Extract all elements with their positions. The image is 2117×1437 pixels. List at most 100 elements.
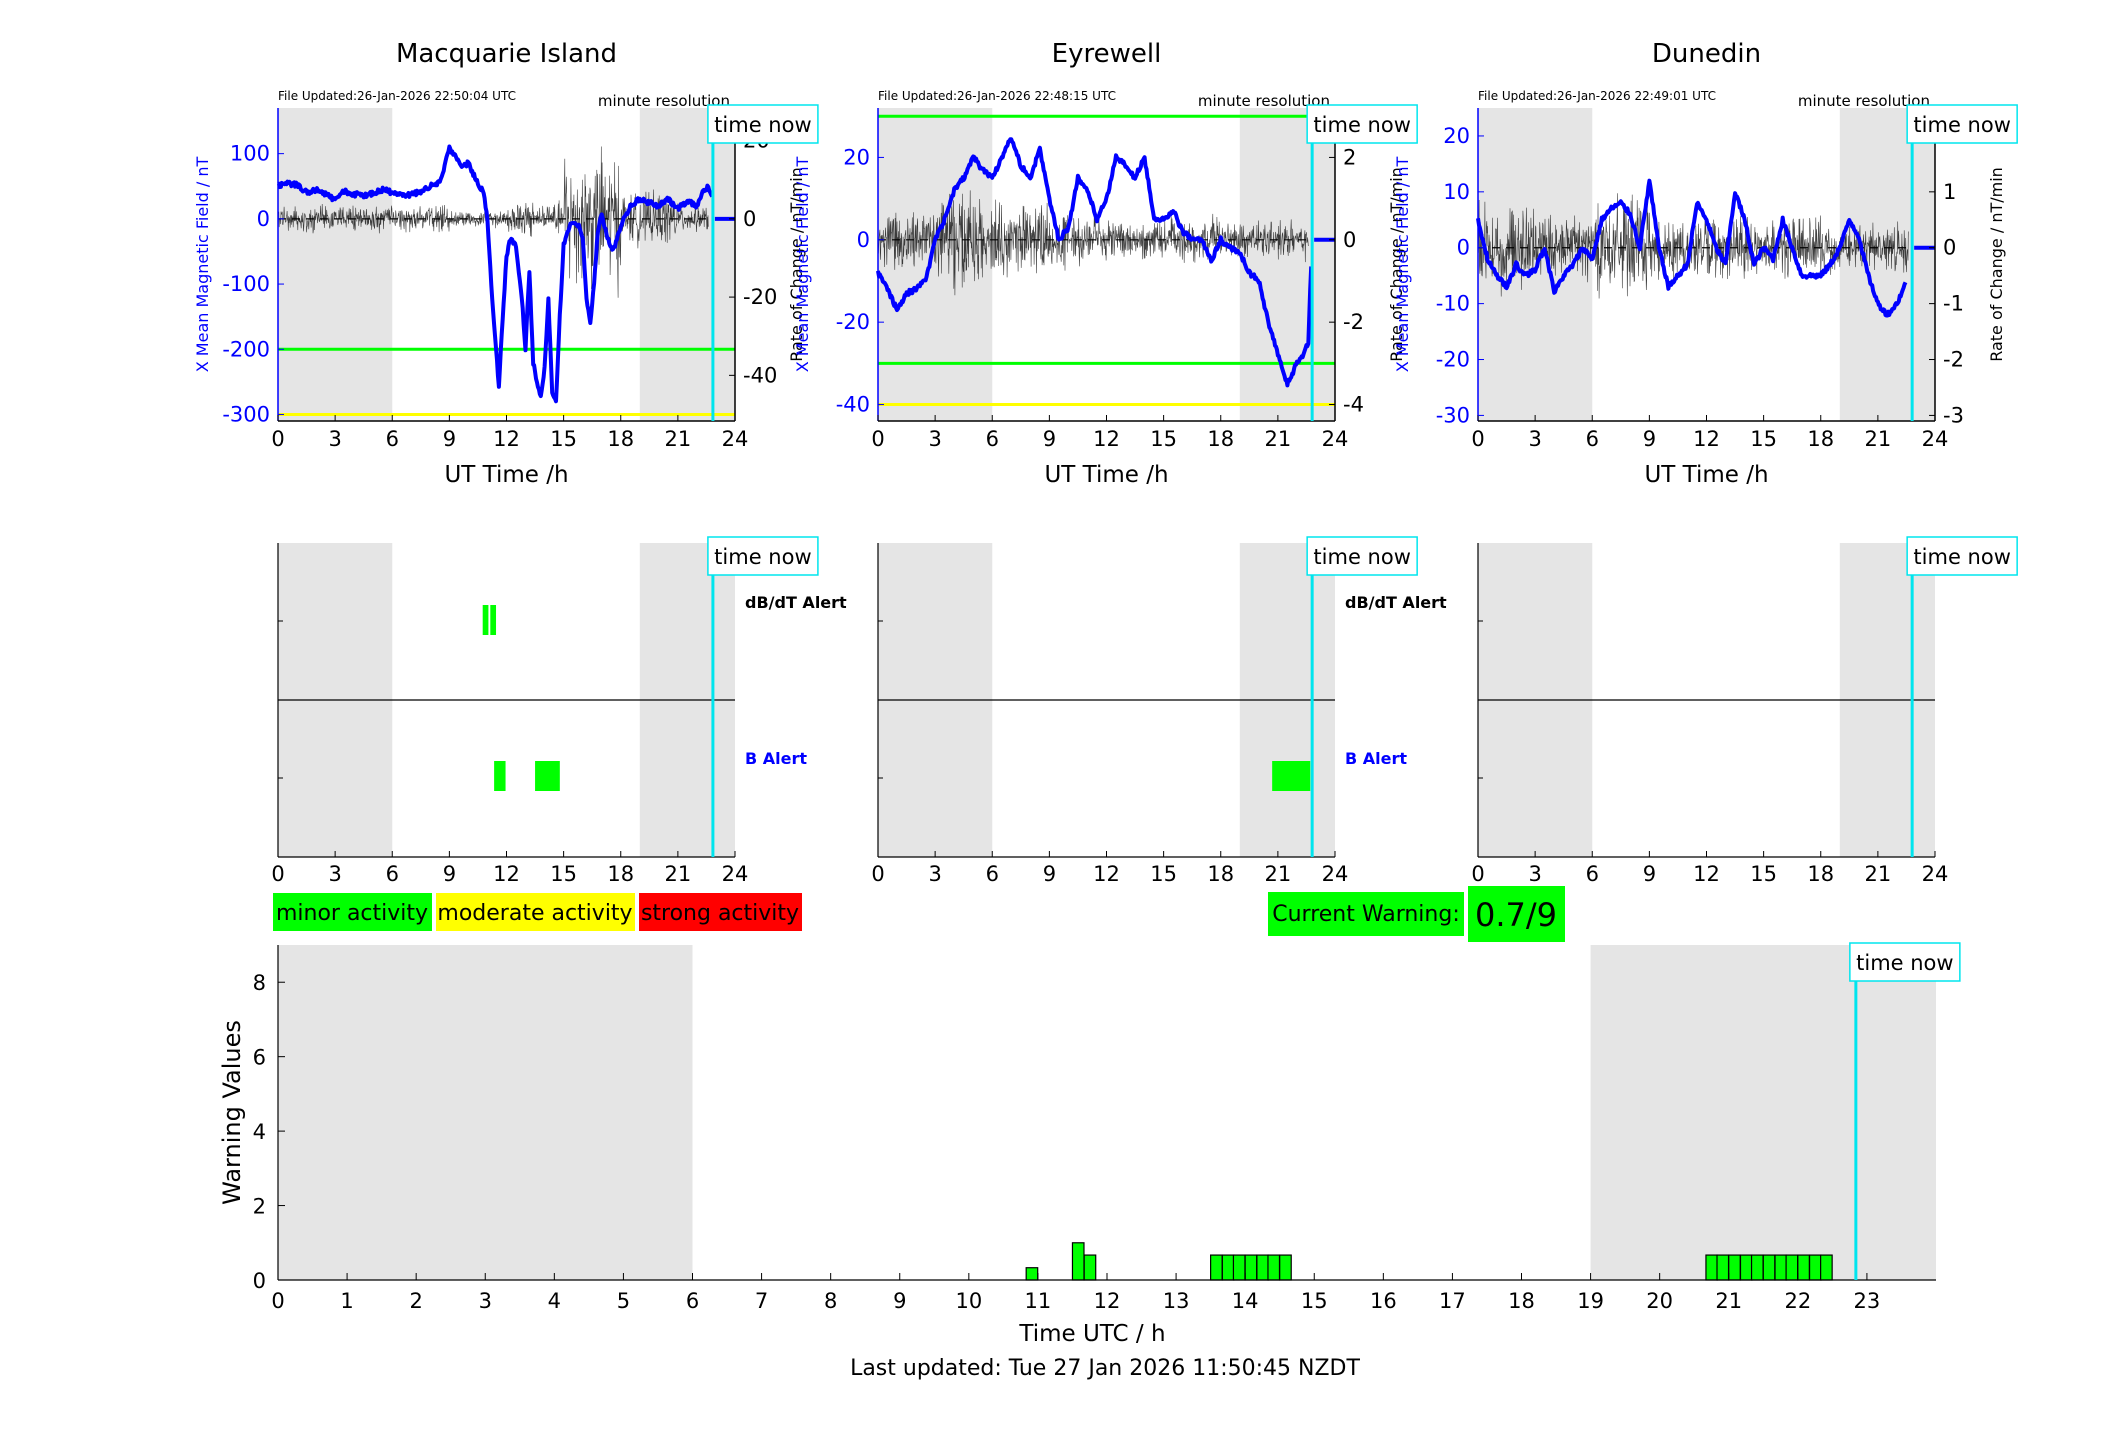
current-warning-value-box (1468, 886, 1565, 942)
x-tick-label: 15 (550, 862, 577, 886)
y-left-tick-label: -20 (836, 310, 870, 334)
y-left-tick-label: -10 (1436, 292, 1470, 316)
resolution-label: minute resolution (1798, 92, 1930, 110)
y-right-tick-label: -40 (743, 363, 777, 387)
x-axis-label: UT Time /h (444, 462, 568, 488)
y-tick-label: 4 (253, 1120, 266, 1144)
x-tick-label: 12 (1093, 427, 1120, 451)
warning-bar (1750, 1254, 1764, 1281)
y-right-tick-label: -2 (1943, 348, 1964, 372)
panel-title: Macquarie Island (396, 39, 617, 69)
x-tick-label: 21 (1265, 862, 1292, 886)
x-tick-label: 13 (1163, 1289, 1190, 1313)
x-tick-label: 3 (328, 427, 341, 451)
x-tick-label: 3 (328, 862, 341, 886)
file-updated-label: File Updated:26-Jan-2026 22:48:15 UTC (878, 89, 1116, 103)
warning-bar (1083, 1254, 1097, 1281)
y-left-tick-label: -300 (222, 402, 270, 426)
x-tick-label: 18 (1807, 862, 1834, 886)
x-tick-label: 3 (928, 427, 941, 451)
x-tick-label: 24 (1322, 862, 1349, 886)
warning-bar (1071, 1242, 1085, 1281)
x-tick-label: 9 (1043, 862, 1056, 886)
x-tick-label: 15 (1301, 1289, 1328, 1313)
y-right-tick-label: 0 (1343, 228, 1356, 252)
x-tick-label: 21 (1265, 427, 1292, 451)
y-right-tick-label: -4 (1343, 393, 1364, 417)
night-shade (878, 108, 993, 421)
warning-bar (1025, 1267, 1039, 1281)
x-tick-label: 24 (1322, 427, 1349, 451)
current-warning-label-box (1268, 892, 1464, 936)
y-right-tick-label: -3 (1943, 403, 1964, 427)
x-tick-label: 15 (550, 427, 577, 451)
y-left-tick-label: 20 (843, 145, 870, 169)
charts-layer: Macquarie Island File Updated:26-Jan-2026… (193, 39, 2018, 1347)
resolution-label: minute resolution (598, 92, 730, 110)
y-left-tick-label: 0 (1457, 236, 1470, 260)
legend-minor-label: minor activity (276, 901, 428, 926)
y-right-axis-label: Rate of Change / nT/min (1387, 167, 1406, 362)
x-tick-label: 12 (1094, 1289, 1121, 1313)
x-tick-label: 8 (824, 1289, 837, 1313)
warning-bar (1797, 1254, 1810, 1281)
x-tick-label: 18 (607, 862, 634, 886)
time-now-label: time now (1913, 545, 2010, 569)
time-now-box (707, 104, 819, 144)
y-left-axis-label: X Mean Magnetic Field / nT (793, 157, 812, 373)
alert-panel-macquarie-island: 0 3 6 9 12 15 18 21 24 dB/dT Alert B Alert time now (271, 536, 847, 886)
warning-bar (1705, 1254, 1719, 1281)
x-tick-label: 1 (340, 1289, 353, 1313)
x-tick-label: 24 (1922, 862, 1949, 886)
x-tick-label: 6 (986, 427, 999, 451)
x-tick-label: 12 (1693, 862, 1720, 886)
time-now-label: time now (1913, 113, 2010, 137)
x-tick-label: 0 (271, 427, 284, 451)
night-shade (278, 108, 393, 421)
x-axis-label: UT Time /h (1044, 462, 1168, 488)
warning-bar (1232, 1254, 1246, 1281)
x-tick-label: 21 (1865, 862, 1892, 886)
legend-strong-swatch (637, 891, 804, 933)
current-warning-value: 0.7/9 (1475, 896, 1557, 934)
x-tick-label: 3 (928, 862, 941, 886)
x-tick-label: 0 (271, 862, 284, 886)
x-tick-label: 5 (617, 1289, 630, 1313)
x-tick-label: 9 (1043, 427, 1056, 451)
y-left-tick-label: -30 (1436, 403, 1470, 427)
panel-title: Eyrewell (1052, 39, 1162, 69)
warning-bar (1716, 1254, 1730, 1281)
y-tick-label: 6 (253, 1046, 266, 1070)
x-tick-label: 9 (443, 427, 456, 451)
warning-bar (1739, 1254, 1753, 1281)
x-tick-label: 6 (386, 427, 399, 451)
warning-bar (1785, 1254, 1799, 1281)
y-left-tick-label: 100 (230, 142, 270, 166)
x-tick-label: 10 (955, 1289, 982, 1313)
x-tick-label: 12 (1693, 427, 1720, 451)
y-axis-label: Warning Values (218, 1020, 246, 1205)
x-tick-label: 12 (493, 427, 520, 451)
field-trace (277, 144, 714, 404)
warning-bar (1210, 1254, 1223, 1281)
x-tick-label: 18 (1207, 862, 1234, 886)
y-right-tick-label: 0 (1943, 236, 1956, 260)
x-tick-label: 24 (722, 427, 749, 451)
x-tick-label: 9 (1643, 862, 1656, 886)
night-shade (1239, 108, 1335, 421)
x-tick-label: 12 (493, 862, 520, 886)
x-tick-label: 3 (1528, 862, 1541, 886)
x-tick-label: 6 (986, 862, 999, 886)
x-axis-label: UT Time /h (1644, 462, 1768, 488)
b-alert-bar (494, 761, 506, 791)
x-tick-label: 23 (1854, 1289, 1881, 1313)
x-tick-label: 21 (665, 862, 692, 886)
x-tick-label: 18 (607, 427, 634, 451)
time-now-label: time now (714, 545, 811, 569)
field-panel-dunedin: Dunedin File Updated:26-Jan-2026 22:49:01… (1393, 39, 2018, 488)
y-tick-label: 8 (253, 971, 266, 995)
b-alert-label: B Alert (745, 749, 807, 768)
warning-bar (1221, 1254, 1235, 1281)
x-tick-label: 12 (1093, 862, 1120, 886)
x-tick-label: 15 (1150, 862, 1177, 886)
